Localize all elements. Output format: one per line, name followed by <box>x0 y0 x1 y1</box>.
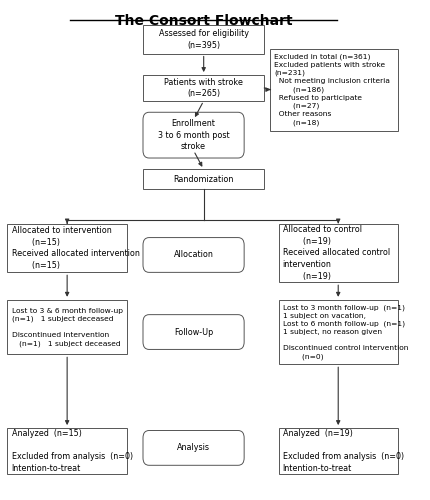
Text: Assessed for eligibility
(n=395): Assessed for eligibility (n=395) <box>158 29 248 50</box>
Text: Allocated to intervention
        (n=15)
Received allocated intervention
       : Allocated to intervention (n=15) Receive… <box>12 226 139 270</box>
FancyBboxPatch shape <box>143 112 243 158</box>
Text: Analysis: Analysis <box>177 444 209 452</box>
Text: Allocation: Allocation <box>173 250 213 260</box>
FancyBboxPatch shape <box>143 430 243 466</box>
FancyBboxPatch shape <box>143 314 243 350</box>
Text: Excluded in total (n=361)
Excluded patients with stroke
(n=231)
  Not meeting in: Excluded in total (n=361) Excluded patie… <box>274 54 390 126</box>
FancyBboxPatch shape <box>7 428 126 474</box>
FancyBboxPatch shape <box>143 238 243 272</box>
FancyBboxPatch shape <box>270 48 397 130</box>
Text: The Consort Flowchart: The Consort Flowchart <box>115 14 292 28</box>
FancyBboxPatch shape <box>278 224 397 282</box>
Text: Patients with stroke
(n=265): Patients with stroke (n=265) <box>164 78 243 98</box>
FancyBboxPatch shape <box>7 300 126 354</box>
Text: Analyzed  (n=15)

Excluded from analysis  (n=0)
Intention-to-treat: Analyzed (n=15) Excluded from analysis (… <box>12 428 132 473</box>
Text: Follow-Up: Follow-Up <box>174 328 213 336</box>
FancyBboxPatch shape <box>278 428 397 474</box>
Text: Enrollment
3 to 6 month post
stroke: Enrollment 3 to 6 month post stroke <box>157 119 229 152</box>
Text: Allocated to control
        (n=19)
Received allocated control
intervention
    : Allocated to control (n=19) Received all… <box>282 225 389 281</box>
FancyBboxPatch shape <box>278 300 397 364</box>
Text: Lost to 3 & 6 month follow-up
(n=1)   1 subject deceased

Discontinued intervent: Lost to 3 & 6 month follow-up (n=1) 1 su… <box>12 308 122 346</box>
FancyBboxPatch shape <box>7 224 126 272</box>
Text: Randomization: Randomization <box>173 175 233 184</box>
FancyBboxPatch shape <box>143 25 264 54</box>
Text: Lost to 3 month follow-up  (n=1)
1 subject on vacation,
Lost to 6 month follow-u: Lost to 3 month follow-up (n=1) 1 subjec… <box>282 304 407 360</box>
Text: Analyzed  (n=19)

Excluded from analysis  (n=0)
Intention-to-treat: Analyzed (n=19) Excluded from analysis (… <box>282 428 403 473</box>
FancyBboxPatch shape <box>143 75 264 101</box>
FancyBboxPatch shape <box>143 170 264 190</box>
